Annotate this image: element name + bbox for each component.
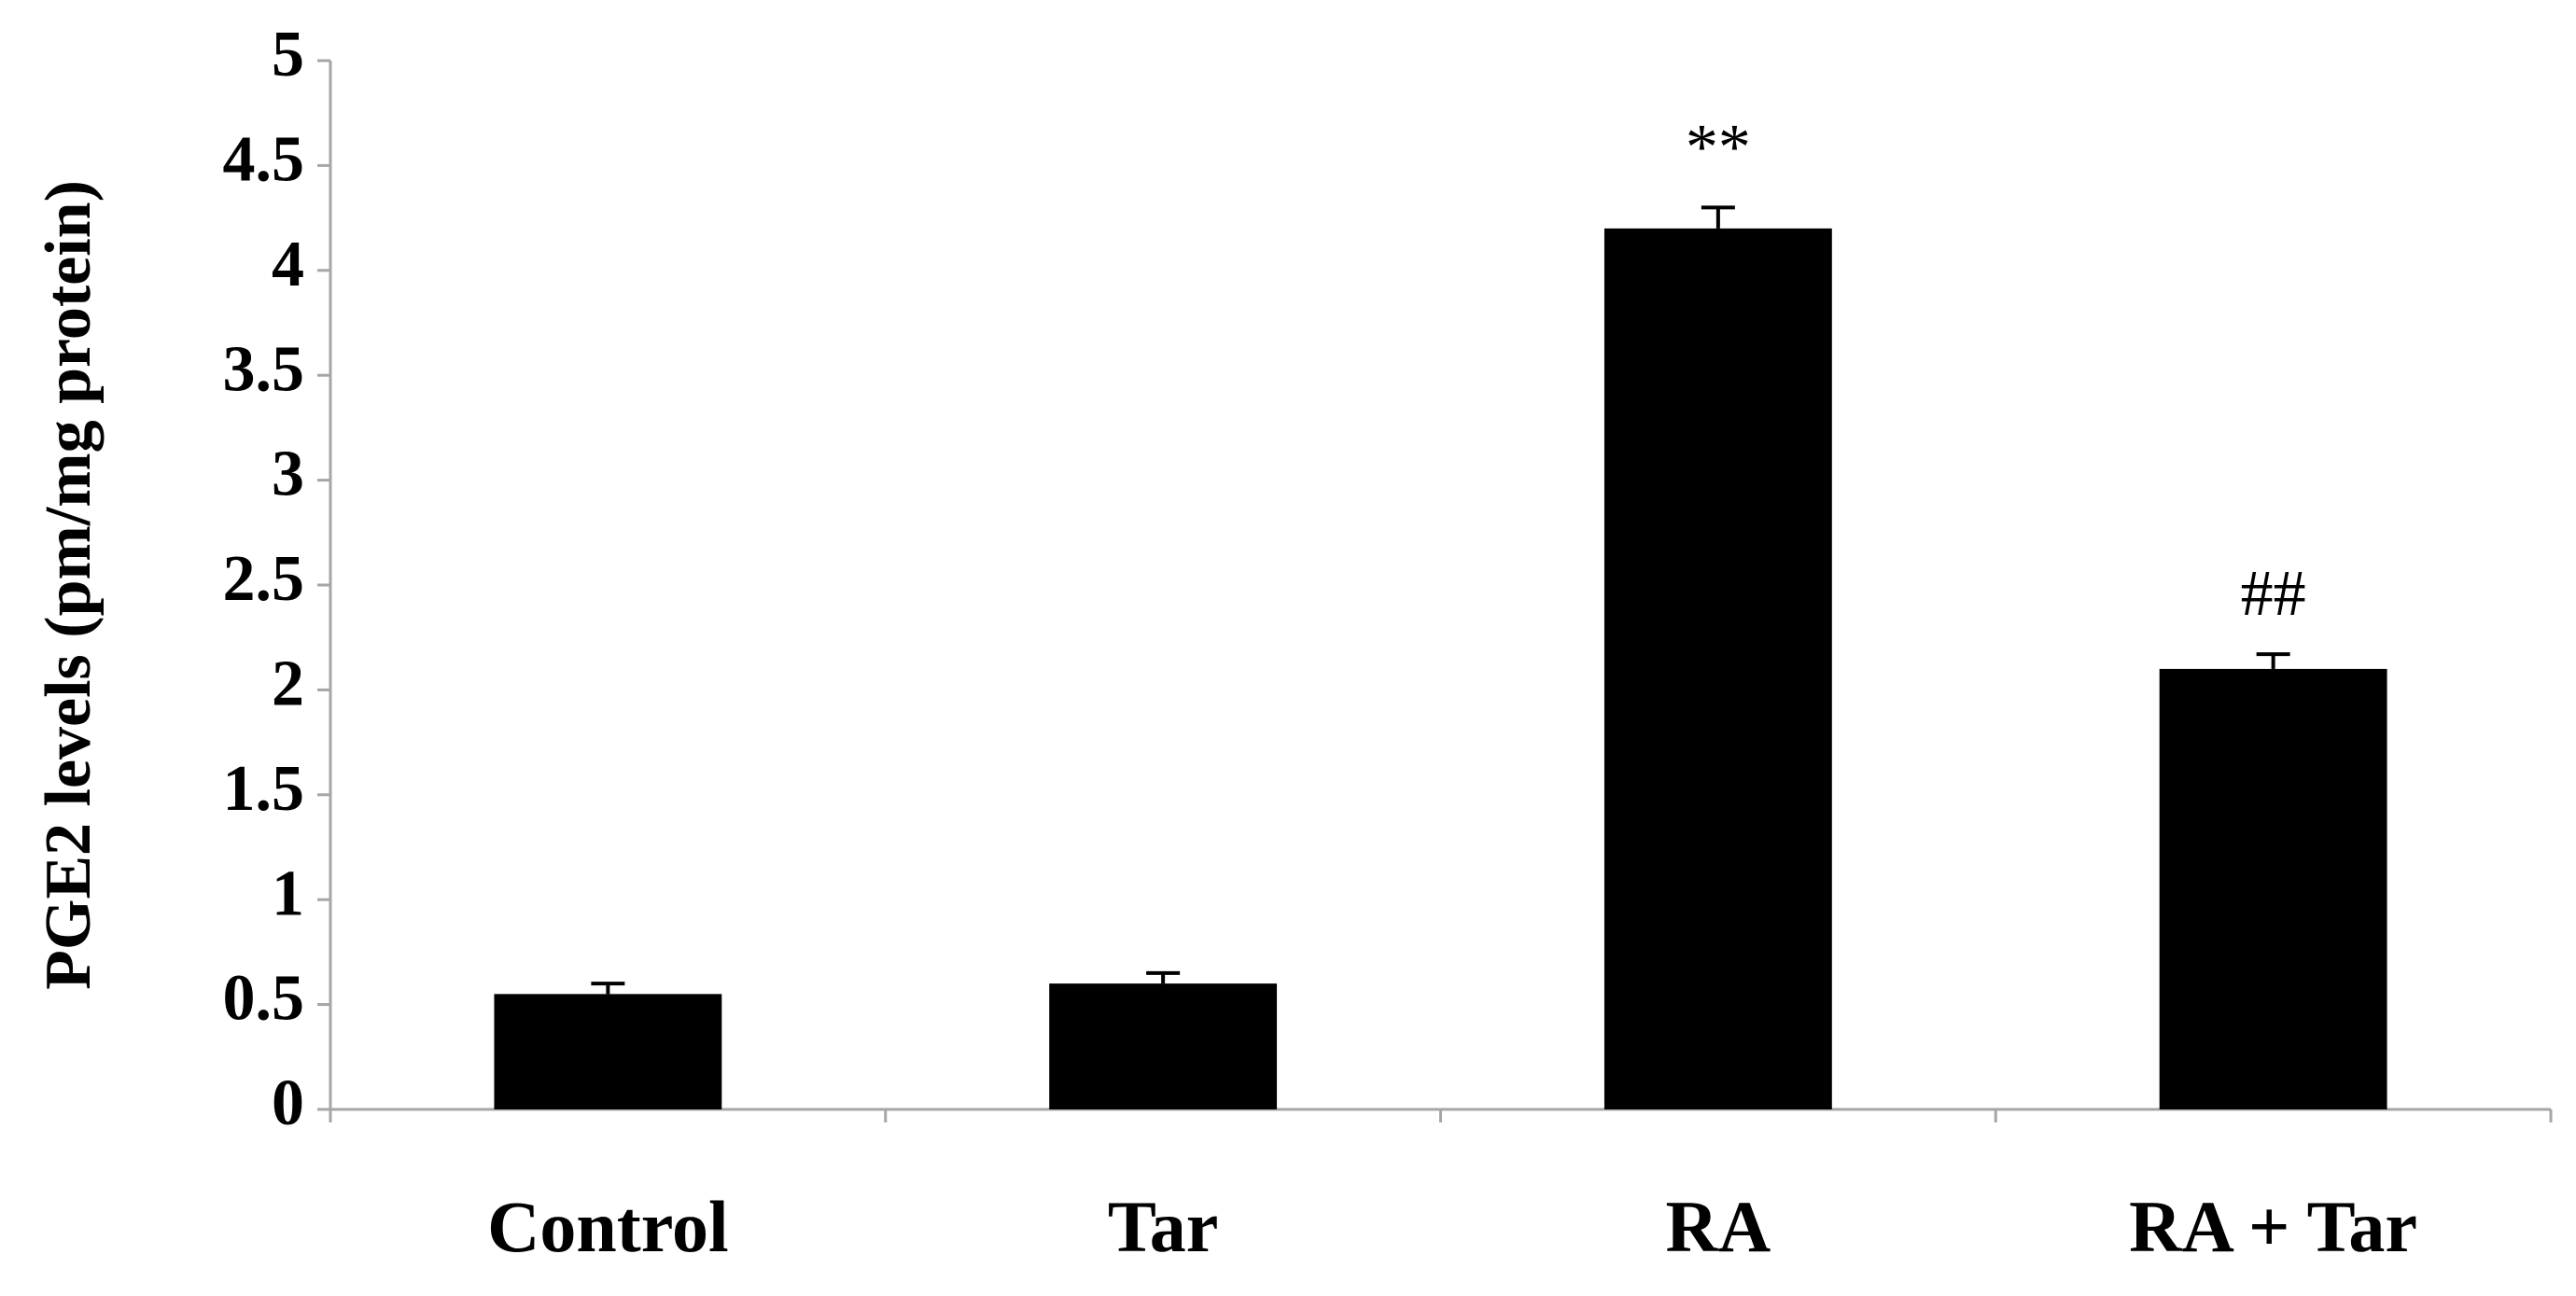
error-bar <box>591 982 625 995</box>
bar <box>1603 228 1832 1110</box>
y-tick-label: 3 <box>272 439 304 510</box>
y-tick-label: 2 <box>272 648 304 719</box>
x-tick-label: Tar <box>1108 1186 1219 1267</box>
y-axis-title: PGE2 levels (pm/mg protein) <box>33 180 105 990</box>
y-tick-label: 4 <box>272 229 304 300</box>
bar <box>494 994 722 1109</box>
significance-label: ## <box>2241 558 2306 630</box>
y-tick-label: 0.5 <box>223 963 305 1035</box>
error-bar <box>1146 970 1181 984</box>
y-tick-label: 1.5 <box>223 753 305 825</box>
significance-label: ** <box>1686 111 1751 183</box>
error-bar <box>1701 205 1735 229</box>
y-tick-label: 0 <box>272 1067 304 1139</box>
y-tick-label: 1 <box>272 857 304 929</box>
y-tick-label: 5 <box>272 19 304 91</box>
x-tick-label: RA <box>1666 1186 1771 1267</box>
error-bar <box>2256 652 2290 669</box>
x-tick-label: Control <box>487 1186 729 1267</box>
y-tick-label: 2.5 <box>223 543 305 615</box>
bar <box>1049 983 1278 1109</box>
bar <box>2159 668 2387 1109</box>
y-tick-label: 3.5 <box>223 333 305 405</box>
y-tick-label: 4.5 <box>223 123 305 195</box>
x-tick-label: RA + Tar <box>2129 1186 2417 1267</box>
